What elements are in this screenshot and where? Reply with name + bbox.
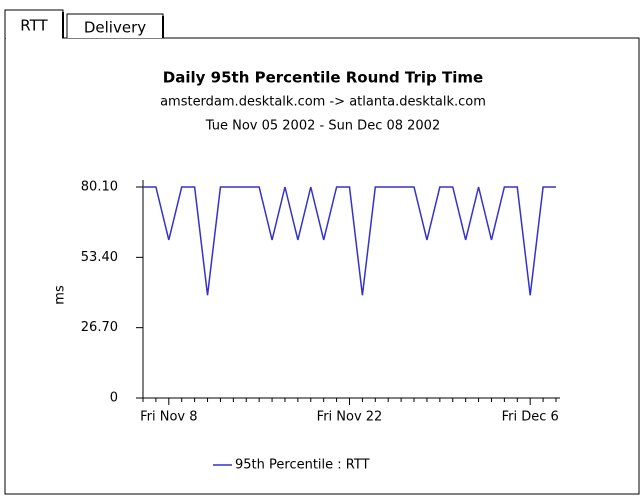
chart-title: Daily 95th Percentile Round Trip Time — [163, 69, 483, 87]
x-tick-label: Fri Dec 6 — [502, 410, 559, 425]
chart-date-range: Tue Nov 05 2002 - Sun Dec 08 2002 — [205, 119, 440, 134]
y-tick-label: 53.40 — [81, 250, 118, 265]
legend-label: 95th Percentile : RTT — [235, 458, 370, 473]
tab-rtt[interactable]: RTT — [20, 17, 48, 35]
chart-subtitle: amsterdam.desktalk.com -> atlanta.deskta… — [160, 95, 486, 110]
y-tick-label: 80.10 — [81, 180, 118, 195]
data-line — [143, 186, 556, 296]
y-axis-label: ms — [53, 285, 68, 305]
y-tick-label: 26.70 — [81, 320, 118, 335]
x-tick-label: Fri Nov 8 — [140, 410, 197, 425]
y-tick-label: 0 — [110, 391, 118, 406]
x-tick-label: Fri Nov 22 — [317, 410, 383, 425]
tab-delivery[interactable]: Delivery — [84, 19, 146, 37]
